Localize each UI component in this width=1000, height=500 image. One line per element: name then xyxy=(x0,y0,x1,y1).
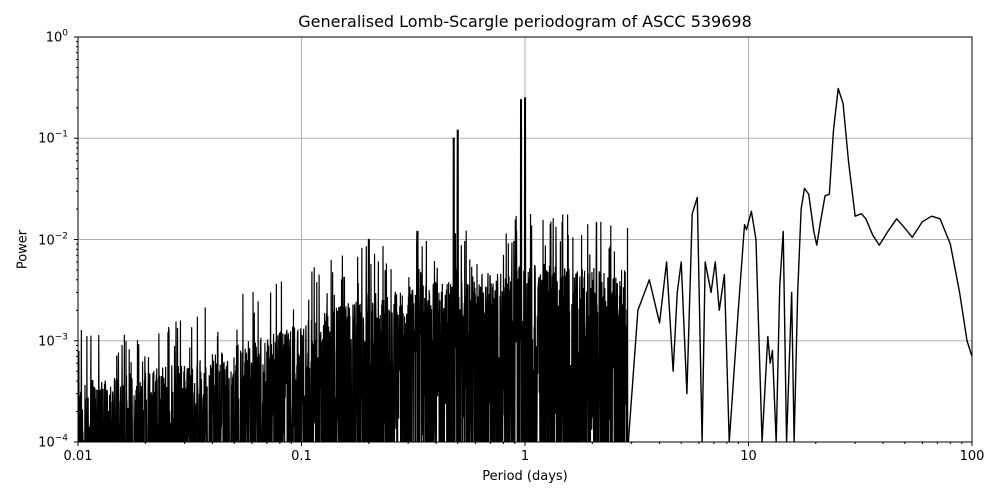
y-tick-label: 10−3 xyxy=(38,332,68,350)
periodogram-noise-series xyxy=(78,97,629,442)
y-tick-label: 10−2 xyxy=(38,231,68,248)
chart-title: Generalised Lomb-Scargle periodogram of … xyxy=(298,12,752,31)
x-axis-label: Period (days) xyxy=(482,469,568,484)
y-tick-label: 10−1 xyxy=(38,129,68,147)
x-tick-label: 10 xyxy=(740,449,757,464)
y-tick-label: 100 xyxy=(45,28,68,46)
y-tick-label: 10−4 xyxy=(38,433,68,451)
x-tick-label: 100 xyxy=(959,449,985,464)
periodogram-smooth-series xyxy=(627,87,972,442)
x-tick-label: 1 xyxy=(520,449,530,464)
x-tick-label: 0.01 xyxy=(63,449,93,464)
x-tick-label: 0.1 xyxy=(291,449,312,464)
